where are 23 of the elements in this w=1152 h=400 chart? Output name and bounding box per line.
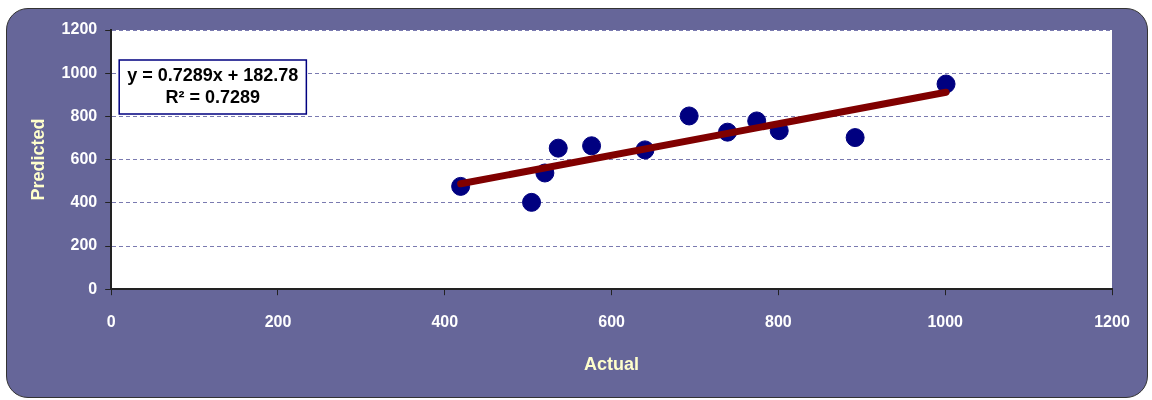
x-tick-label: 800 <box>765 313 792 331</box>
x-tick-label: 0 <box>106 313 116 331</box>
x-tick-label: 400 <box>431 313 459 331</box>
y-tick-label: 0 <box>88 279 98 297</box>
y-tick-label: 1000 <box>61 63 98 81</box>
y-tick-label: 200 <box>70 236 98 254</box>
y-tick-label: 400 <box>70 193 98 211</box>
annotation: y = 0.7289x + 182.78 <box>127 64 299 85</box>
point <box>679 106 699 126</box>
y-tick-label: 600 <box>70 150 98 168</box>
point <box>582 136 602 156</box>
x-axis-title: Actual <box>584 354 640 375</box>
x-tick-label: 600 <box>598 313 626 331</box>
point <box>522 192 542 212</box>
x-tick-label: 200 <box>264 313 292 331</box>
y-tick-label: 800 <box>70 106 98 124</box>
point <box>845 128 865 148</box>
point <box>548 138 568 158</box>
x-tick-label: 1200 <box>1094 313 1130 331</box>
x-tick-label: 1000 <box>927 313 964 331</box>
annotation: R² = 0.7289 <box>165 86 261 107</box>
y-axis-title: Predicted <box>27 118 48 201</box>
y-tick-label: 1200 <box>61 20 98 38</box>
